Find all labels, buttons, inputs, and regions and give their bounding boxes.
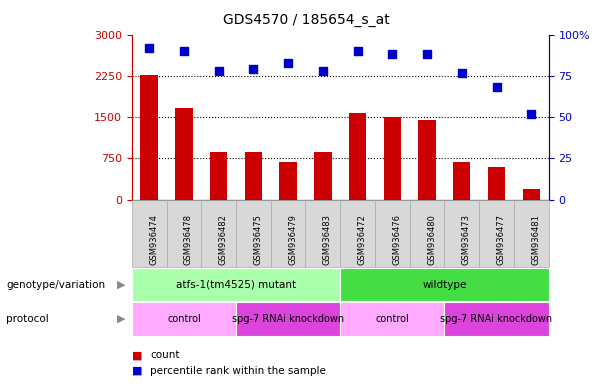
Bar [175, 108, 192, 200]
Point [422, 51, 432, 58]
Point [457, 70, 466, 76]
Text: wildtype: wildtype [422, 280, 466, 290]
Bar [453, 162, 471, 200]
Point [144, 45, 154, 51]
Point [179, 48, 189, 54]
Point [492, 84, 501, 91]
Text: GSM936473: GSM936473 [462, 214, 471, 265]
Text: ▶: ▶ [117, 280, 126, 290]
Bar [280, 162, 297, 200]
Text: GSM936474: GSM936474 [149, 214, 158, 265]
Text: GSM936483: GSM936483 [323, 214, 332, 265]
Point [214, 68, 224, 74]
Text: GSM936472: GSM936472 [357, 214, 367, 265]
Text: atfs-1(tm4525) mutant: atfs-1(tm4525) mutant [176, 280, 296, 290]
Text: ■: ■ [132, 350, 142, 360]
Bar [245, 152, 262, 200]
Bar [488, 167, 505, 200]
Text: genotype/variation: genotype/variation [6, 280, 105, 290]
Point [387, 51, 397, 58]
Point [283, 60, 293, 66]
Text: control: control [375, 314, 409, 324]
Bar [384, 117, 401, 200]
Text: GSM936476: GSM936476 [392, 214, 402, 265]
Text: spg-7 RNAi knockdown: spg-7 RNAi knockdown [441, 314, 552, 324]
Point [352, 48, 362, 54]
Bar [522, 189, 540, 200]
Text: protocol: protocol [6, 314, 49, 324]
Text: ■: ■ [132, 366, 142, 376]
Text: percentile rank within the sample: percentile rank within the sample [150, 366, 326, 376]
Bar [349, 113, 367, 200]
Point [248, 66, 258, 72]
Text: count: count [150, 350, 180, 360]
Bar [314, 152, 332, 200]
Text: GSM936479: GSM936479 [288, 214, 297, 265]
Text: GSM936477: GSM936477 [497, 214, 506, 265]
Text: ▶: ▶ [117, 314, 126, 324]
Text: control: control [167, 314, 201, 324]
Text: GSM936481: GSM936481 [531, 214, 540, 265]
Text: GSM936480: GSM936480 [427, 214, 436, 265]
Point [318, 68, 328, 74]
Bar [210, 152, 227, 200]
Text: spg-7 RNAi knockdown: spg-7 RNAi knockdown [232, 314, 344, 324]
Point [527, 111, 536, 117]
Text: GSM936475: GSM936475 [253, 214, 262, 265]
Text: GSM936482: GSM936482 [219, 214, 227, 265]
Text: GSM936478: GSM936478 [184, 214, 193, 265]
Bar [418, 121, 436, 200]
Bar [140, 75, 158, 200]
Text: GDS4570 / 185654_s_at: GDS4570 / 185654_s_at [223, 13, 390, 27]
